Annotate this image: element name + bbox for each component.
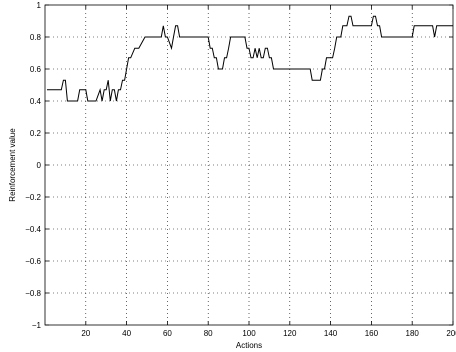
x-tick-label: 60 [163, 329, 172, 338]
y-tick-label: −0.8 [25, 289, 41, 298]
x-tick-label: 20 [81, 329, 90, 338]
y-tick-label: −0.6 [25, 257, 41, 266]
series-layer [47, 15, 453, 102]
y-tick-label: 0.8 [30, 33, 42, 42]
y-tick-label: 0.4 [30, 97, 42, 106]
x-tick-label: 200 [446, 329, 456, 338]
y-axis-label: Reinforcement value [8, 128, 17, 202]
x-axis-label: Actions [236, 341, 262, 350]
y-tick-label: −0.4 [25, 225, 41, 234]
x-tick-label: 100 [242, 329, 256, 338]
x-tick-label: 40 [122, 329, 131, 338]
y-tick-label: 0 [37, 161, 42, 170]
y-tick-label: −1 [32, 321, 42, 330]
grid [45, 5, 453, 325]
y-tick-label: 0.6 [30, 65, 42, 74]
y-tick-label: 1 [37, 1, 42, 10]
x-tick-label: 80 [204, 329, 213, 338]
y-tick-label: −0.2 [25, 193, 41, 202]
x-tick-label: 140 [324, 329, 338, 338]
x-tick-label: 180 [406, 329, 420, 338]
series-line-1 [47, 15, 453, 102]
x-tick-label: 120 [283, 329, 297, 338]
y-tick-label: 0.2 [30, 129, 42, 138]
axis-ticks: 20 40 60 80 100 120 140 160 180 200 −1 −0.8 −0.6 −0.4… [25, 1, 456, 338]
x-tick-label: 160 [365, 329, 379, 338]
